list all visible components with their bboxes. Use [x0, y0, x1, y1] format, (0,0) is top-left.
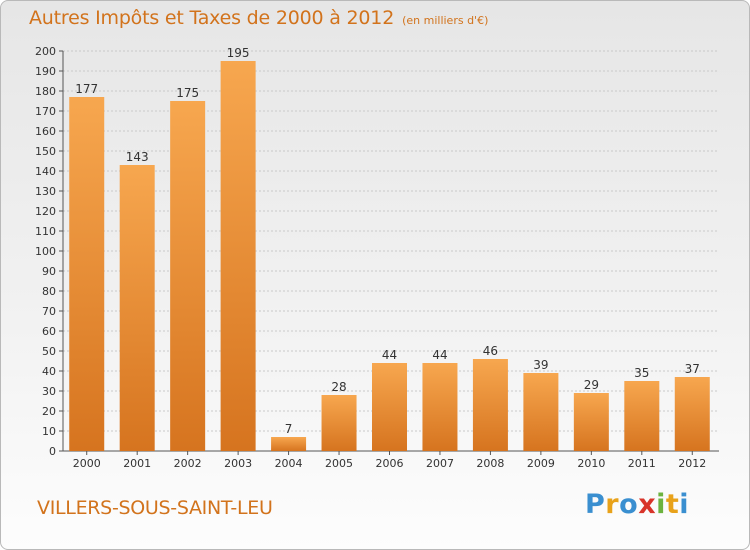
- y-tick-label: 200: [35, 45, 56, 58]
- x-tick-label: 2010: [577, 457, 605, 470]
- x-tick-label: 2004: [275, 457, 303, 470]
- data-label-2005: 28: [331, 380, 346, 394]
- bar-2003: [220, 61, 256, 451]
- bar-2002: [170, 101, 206, 451]
- data-label-2008: 46: [483, 344, 498, 358]
- logo-letter: o: [619, 489, 639, 520]
- x-tick-labels: 2000 2001 2002 2003 2004 2005 2006 2007 2008 2009…: [73, 457, 707, 470]
- y-tick-label: 180: [35, 85, 56, 98]
- chart-title: Autres Impôts et Taxes de 2000 à 2012 (en…: [29, 7, 488, 29]
- y-tick-label: 100: [35, 245, 56, 258]
- unit-note: (en milliers d'€): [402, 14, 489, 27]
- bar-2011: [624, 381, 660, 451]
- data-label-2003: 195: [227, 46, 250, 60]
- bar-2001: [119, 165, 155, 451]
- data-label-2011: 35: [634, 366, 649, 380]
- logo-letter: t: [665, 489, 680, 520]
- y-tick-label: 80: [42, 285, 56, 298]
- x-tick-label: 2008: [476, 457, 504, 470]
- x-tick-label: 2009: [527, 457, 555, 470]
- data-label-2006: 44: [382, 348, 397, 362]
- logo-letter: r: [605, 489, 620, 520]
- x-tick-label: 2007: [426, 457, 454, 470]
- y-tick-label: 170: [35, 105, 56, 118]
- data-label-2000: 177: [75, 82, 98, 96]
- y-tick-label: 50: [42, 345, 56, 358]
- data-label-2001: 143: [126, 150, 149, 164]
- y-tick-label: 190: [35, 65, 56, 78]
- commune-name: VILLERS-SOUS-SAINT-LEU: [37, 497, 273, 519]
- y-tick-label: 40: [42, 365, 56, 378]
- x-tick-label: 2012: [678, 457, 706, 470]
- bar-2006: [372, 363, 407, 451]
- x-tick-label: 2002: [174, 457, 202, 470]
- y-tick-label: 120: [35, 205, 56, 218]
- y-tick-label: 0: [49, 445, 56, 458]
- x-tick-label: 2005: [325, 457, 353, 470]
- y-tick-label: 10: [42, 425, 56, 438]
- logo-letter: i: [656, 489, 666, 520]
- logo-letter: P: [585, 489, 606, 520]
- y-tick-label: 130: [35, 185, 56, 198]
- logo-letter: i: [679, 489, 690, 520]
- y-tick-label: 20: [42, 405, 56, 418]
- y-tick-label: 30: [42, 385, 56, 398]
- bar-2004: [271, 437, 307, 451]
- y-tick-label: 90: [42, 265, 56, 278]
- x-tick-label: 2011: [628, 457, 656, 470]
- bar-2005: [321, 395, 357, 451]
- bar-2010: [573, 393, 609, 451]
- y-tick-label: 110: [35, 225, 56, 238]
- bar-2008: [472, 359, 508, 451]
- x-tick-label: 2001: [123, 457, 151, 470]
- data-labels: 177 143 175 195 7 28 44 44 46 39 29 35 37: [75, 46, 700, 436]
- data-label-2009: 39: [533, 358, 548, 372]
- proxiti-logo: Proxiti: [585, 489, 689, 520]
- data-label-2012: 37: [685, 362, 700, 376]
- y-tick-label: 140: [35, 165, 56, 178]
- bar-2012: [674, 377, 710, 451]
- chart-title-text: Autres Impôts et Taxes de 2000 à 2012: [29, 7, 395, 29]
- data-label-2004: 7: [285, 422, 293, 436]
- logo-letter: x: [638, 489, 657, 520]
- y-tick-label: 150: [35, 145, 56, 158]
- bars: [69, 61, 710, 451]
- y-tick-label: 60: [42, 325, 56, 338]
- data-label-2007: 44: [432, 348, 447, 362]
- y-tick-label: 160: [35, 125, 56, 138]
- bar-2000: [69, 97, 105, 451]
- x-tick-label: 2003: [224, 457, 252, 470]
- data-label-2002: 175: [176, 86, 199, 100]
- y-tick-label: 70: [42, 305, 56, 318]
- y-tick-labels: 0 10 20 30 40 50 60 70 80 90 100 110 120 130 140 150 160…: [35, 45, 56, 458]
- bar-2009: [523, 373, 559, 451]
- data-label-2010: 29: [584, 378, 599, 392]
- x-tick-label: 2000: [73, 457, 101, 470]
- bar-2007: [422, 363, 458, 451]
- x-tick-label: 2006: [376, 457, 404, 470]
